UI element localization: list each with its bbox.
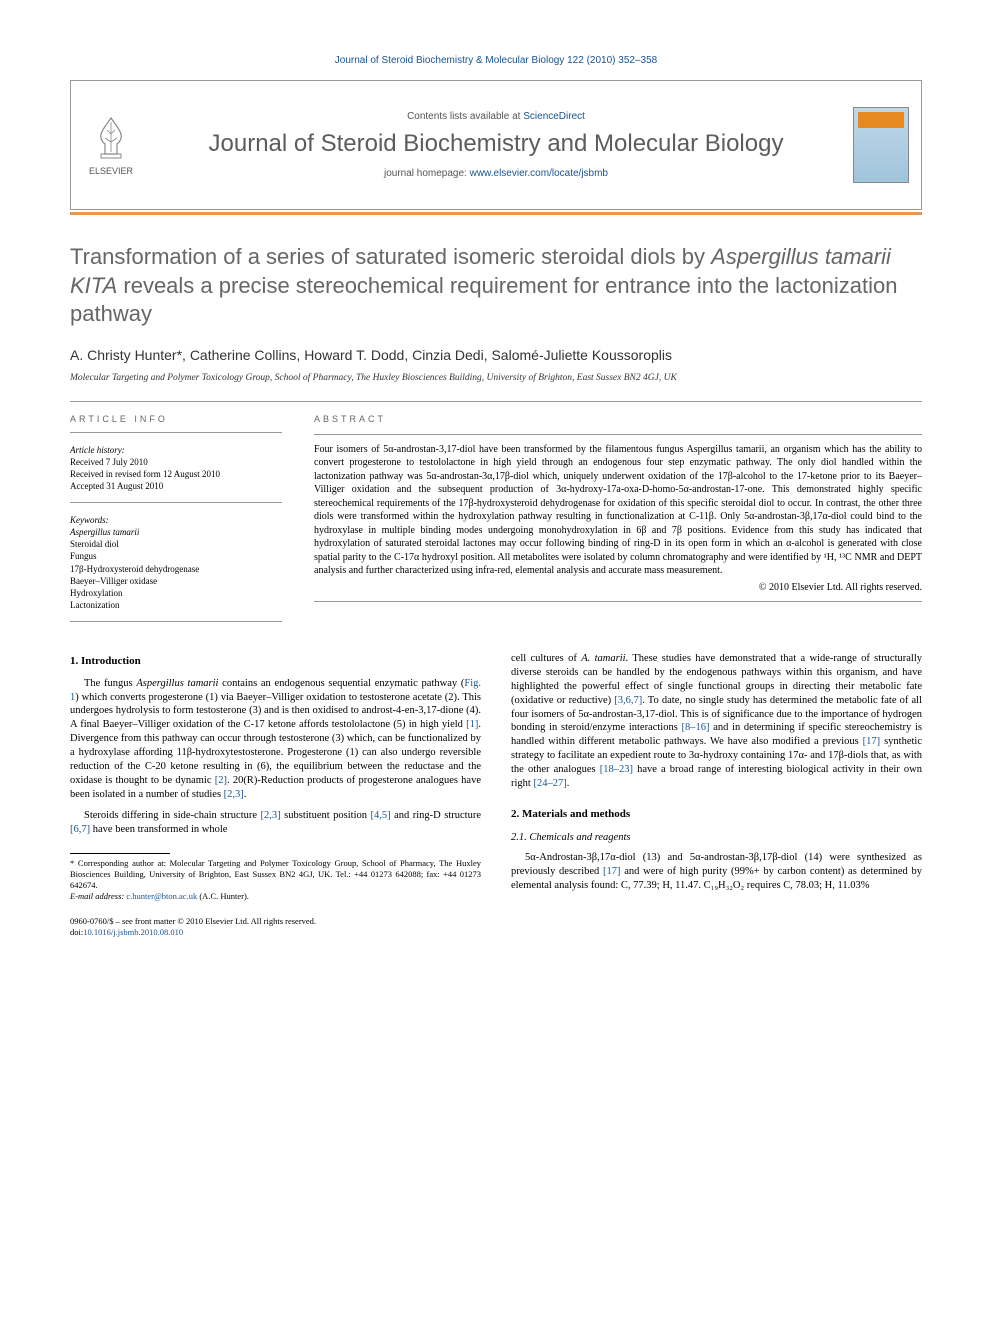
keyword: Baeyer–Villiger oxidase <box>70 575 282 587</box>
keyword: 17β-Hydroxysteroid dehydrogenase <box>70 563 282 575</box>
left-column: 1. Introduction The fungus Aspergillus t… <box>70 652 481 902</box>
right-column: cell cultures of A. tamarii. These studi… <box>511 652 922 902</box>
received-date: Received 7 July 2010 <box>70 456 282 468</box>
corresponding-author-footnote: * Corresponding author at: Molecular Tar… <box>70 858 481 891</box>
keyword: Lactonization <box>70 599 282 611</box>
keyword: Steroidal diol <box>70 538 282 550</box>
keywords-list: Aspergillus tamarii Steroidal diol Fungu… <box>70 526 282 611</box>
ref-link[interactable]: [1] <box>466 719 478 730</box>
ref-link[interactable]: [6,7] <box>70 824 90 835</box>
abstract-column: ABSTRACT Four isomers of 5α-androstan-3,… <box>314 414 922 622</box>
section-2-1-heading: 2.1. Chemicals and reagents <box>511 831 922 845</box>
copyright: © 2010 Elsevier Ltd. All rights reserved… <box>314 582 922 593</box>
methods-p1: 5α-Androstan-3β,17α-diol (13) and 5α-and… <box>511 851 922 893</box>
ref-link[interactable]: [2] <box>215 775 227 786</box>
elsevier-label: ELSEVIER <box>89 166 133 176</box>
body-columns: 1. Introduction The fungus Aspergillus t… <box>70 652 922 902</box>
affiliation: Molecular Targeting and Polymer Toxicolo… <box>70 373 922 383</box>
article-info-sidebar: ARTICLE INFO Article history: Received 7… <box>70 414 282 622</box>
article-info-heading: ARTICLE INFO <box>70 414 282 424</box>
ref-link[interactable]: [17] <box>603 866 621 877</box>
footnote-divider <box>70 853 170 854</box>
abstract-text: Four isomers of 5α-androstan-3,17-diol h… <box>314 443 922 578</box>
journal-cover[interactable] <box>841 81 921 209</box>
ref-link[interactable]: [2,3] <box>261 810 281 821</box>
elsevier-logo[interactable]: ELSEVIER <box>71 81 151 209</box>
journal-name: Journal of Steroid Biochemistry and Mole… <box>151 130 841 158</box>
footer-copyright: 0960-0760/$ – see front matter © 2010 El… <box>70 916 922 938</box>
header-center: Contents lists available at ScienceDirec… <box>151 81 841 209</box>
intro-p2: Steroids differing in side-chain structu… <box>70 809 481 837</box>
email-link[interactable]: c.hunter@bton.ac.uk <box>126 891 197 901</box>
citation-link[interactable]: Journal of Steroid Biochemistry & Molecu… <box>335 55 657 66</box>
abstract-heading: ABSTRACT <box>314 414 922 424</box>
homepage-link[interactable]: www.elsevier.com/locate/jsbmb <box>470 168 608 179</box>
keyword: Hydroxylation <box>70 587 282 599</box>
divider-top <box>70 401 922 402</box>
cover-thumbnail <box>853 107 909 183</box>
keyword: Aspergillus tamarii <box>70 526 282 538</box>
homepage-line: journal homepage: www.elsevier.com/locat… <box>151 168 841 179</box>
authors-list: A. Christy Hunter*, Catherine Collins, H… <box>70 347 922 363</box>
ref-link[interactable]: [24–27] <box>533 778 566 789</box>
intro-p1: The fungus Aspergillus tamarii contains … <box>70 677 481 802</box>
intro-p3: cell cultures of A. tamarii. These studi… <box>511 652 922 791</box>
contents-line: Contents lists available at ScienceDirec… <box>151 111 841 122</box>
ref-link[interactable]: [17] <box>863 736 881 747</box>
section-1-heading: 1. Introduction <box>70 654 481 669</box>
doi-link[interactable]: 10.1016/j.jsbmb.2010.08.010 <box>83 927 183 937</box>
sciencedirect-link[interactable]: ScienceDirect <box>523 111 585 122</box>
history-label: Article history: <box>70 445 282 455</box>
ref-link[interactable]: [4,5] <box>370 810 390 821</box>
ref-link[interactable]: [2,3] <box>224 789 244 800</box>
ref-link[interactable]: [8–16] <box>682 722 710 733</box>
accepted-date: Accepted 31 August 2010 <box>70 480 282 492</box>
revised-date: Received in revised form 12 August 2010 <box>70 468 282 480</box>
keywords-label: Keywords: <box>70 515 282 525</box>
email-footnote: E-mail address: c.hunter@bton.ac.uk (A.C… <box>70 891 481 902</box>
citation-header: Journal of Steroid Biochemistry & Molecu… <box>70 55 922 66</box>
section-2-heading: 2. Materials and methods <box>511 807 922 822</box>
keyword: Fungus <box>70 550 282 562</box>
ref-link[interactable]: [3,6,7] <box>614 695 642 706</box>
article-title: Transformation of a series of saturated … <box>70 243 922 329</box>
journal-header-box: ELSEVIER Contents lists available at Sci… <box>70 80 922 210</box>
orange-divider <box>70 212 922 215</box>
ref-link[interactable]: [18–23] <box>600 764 633 775</box>
elsevier-tree-icon <box>87 114 135 162</box>
